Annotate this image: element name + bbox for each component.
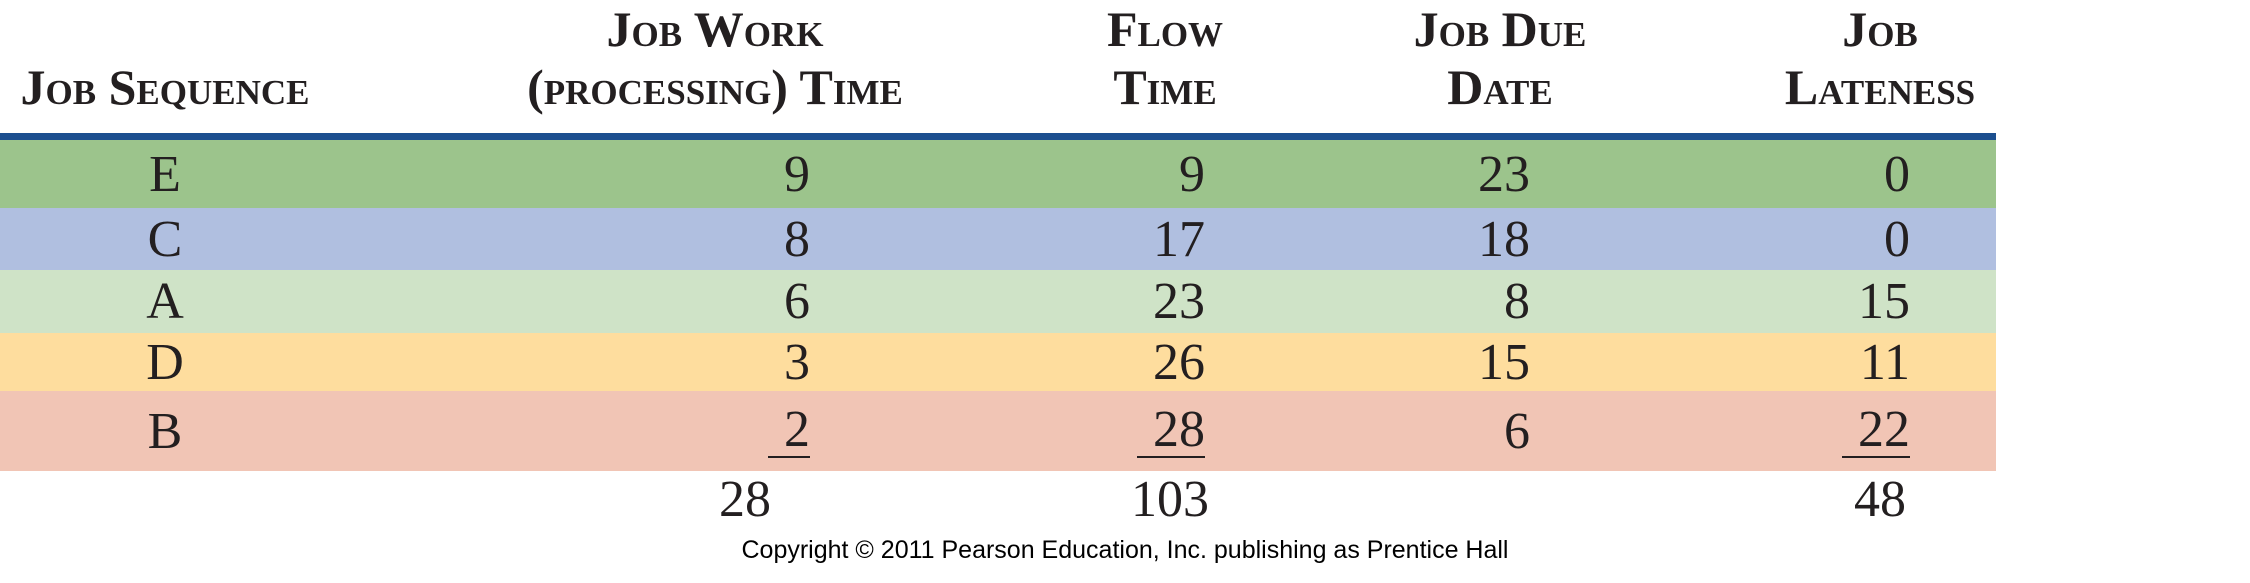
table-row: D 3 26 15 11 [0,333,1996,391]
cell-lateness: 11 [1859,333,1910,391]
header-job-due-date-line2: Date [1447,59,1553,115]
header-job-work-time-line1: Job Work [606,1,824,57]
table-row: E 9 9 23 0 [0,140,1996,208]
cell-work-time-wrap: 2 [620,391,810,471]
cell-flow-time: 28 [1137,404,1205,458]
copyright-notice: Copyright © 2011 Pearson Education, Inc.… [741,536,1509,564]
header-job-lateness: Job Lateness [1760,0,2000,116]
header-job-due-date: Job Due Date [1380,0,1620,116]
cell-work-time: 9 [784,145,810,203]
table-row: A 6 23 8 15 [0,270,1996,333]
header-flow-time-line1: Flow [1106,1,1224,57]
header-job-sequence-line2: Job Sequence [20,59,310,115]
cell-due-date: 18 [1478,210,1530,268]
cell-lateness: 0 [1884,145,1910,203]
cell-flow-time: 26 [1153,333,1205,391]
cell-due-date: 8 [1504,273,1530,330]
cell-work-time: 2 [768,404,810,458]
cell-job-sequence: C [147,210,183,268]
header-job-sequence-line1 [0,0,330,58]
cell-job-sequence: B [147,402,183,460]
table-row: C 8 17 18 0 [0,208,1996,270]
cell-lateness: 22 [1842,404,1910,458]
cell-work-time: 8 [784,210,810,268]
total-work-time: 28 [719,471,771,528]
header-job-lateness-line1: Job [1842,1,1918,57]
cell-work-time: 3 [784,333,810,391]
total-lateness: 48 [1854,471,1906,528]
cell-flow-time: 9 [1179,145,1205,203]
header-job-work-time: Job Work (processing) Time [490,0,940,116]
cell-flow-time: 17 [1153,210,1205,268]
cell-job-sequence: D [146,333,184,391]
cell-lateness: 15 [1858,273,1910,330]
header-flow-time-line2: Time [1113,59,1217,115]
cell-lateness: 0 [1884,210,1910,268]
table-row: B 2 28 6 22 [0,391,1996,471]
cell-due-date: 23 [1478,145,1530,203]
header-job-lateness-line2: Lateness [1784,59,1976,115]
header-flow-time: Flow Time [1065,0,1265,116]
cell-due-date: 15 [1478,333,1530,391]
cell-due-date: 6 [1504,402,1530,460]
cell-flow-time: 23 [1153,273,1205,330]
cell-job-sequence: A [146,273,184,330]
cell-flow-time-wrap: 28 [1080,391,1205,471]
cell-lateness-wrap: 22 [1780,391,1910,471]
header-job-work-time-line2: (processing) Time [527,59,903,115]
total-flow-time: 103 [1131,471,1209,528]
cell-job-sequence: E [149,145,181,203]
header-rule [0,133,1996,140]
header-job-sequence: Job Sequence [0,0,330,116]
cell-work-time: 6 [784,273,810,330]
header-job-due-date-line1: Job Due [1413,1,1587,57]
